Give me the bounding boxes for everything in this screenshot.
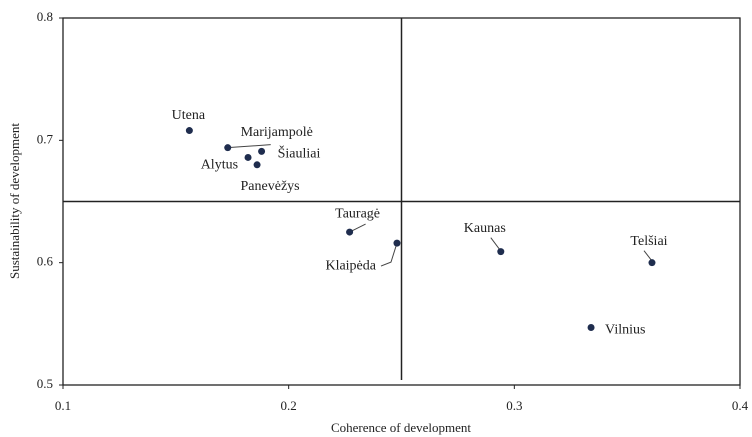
y-tick-label: 0.8 (37, 9, 53, 24)
point-label: Marijampolė (241, 125, 313, 140)
x-tick-label: 0.4 (732, 398, 749, 413)
point (648, 259, 656, 267)
point (253, 161, 261, 169)
point-label: Kaunas (464, 221, 506, 236)
x-tick-label: 0.2 (281, 398, 297, 413)
y-tick-label: 0.6 (37, 254, 54, 269)
point-label: Šiauliai (278, 145, 321, 162)
leader-line (643, 250, 652, 260)
point (587, 324, 595, 332)
x-tick-label: 0.3 (506, 398, 522, 413)
leader-line (380, 242, 398, 267)
point (224, 144, 232, 152)
point (346, 228, 354, 236)
x-tick-label: 0.1 (55, 398, 71, 413)
point-label: Klaipėda (325, 258, 376, 273)
y-tick-label: 0.7 (37, 131, 54, 146)
point (497, 248, 505, 256)
point-label: Telšiai (630, 234, 667, 249)
point (258, 147, 266, 155)
point-label: Vilnius (605, 323, 645, 338)
point (393, 239, 401, 247)
point-label: Alytus (201, 158, 238, 173)
x-axis-label: Coherence of development (331, 420, 471, 435)
leader-line (227, 144, 271, 149)
leader-line (490, 237, 501, 250)
point-label: Utena (172, 108, 206, 123)
y-axis-label: Sustainability of development (7, 123, 22, 279)
point (244, 153, 252, 161)
point-label: Panevėžys (241, 179, 300, 194)
point (185, 127, 193, 135)
y-tick-label: 0.5 (37, 376, 53, 391)
point-label: Tauragė (335, 206, 380, 221)
